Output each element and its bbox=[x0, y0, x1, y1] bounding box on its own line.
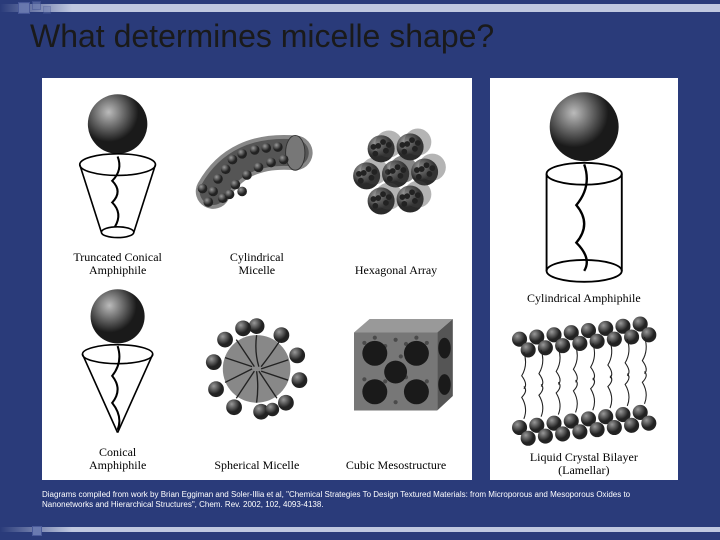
caption-hexagonal-array: Hexagonal Array bbox=[355, 264, 437, 277]
footer-accent-bar bbox=[0, 527, 720, 532]
slide-title: What determines micelle shape? bbox=[30, 18, 494, 55]
caption-spherical-micelle: Spherical Micelle bbox=[214, 459, 299, 472]
header-decorative-squares bbox=[18, 0, 51, 14]
cubic-mesostructure-icon bbox=[328, 281, 463, 457]
caption-lamellar: Liquid Crystal Bilayer(Lamellar) bbox=[530, 451, 638, 477]
caption-truncated-conical: Truncated ConicalAmphiphile bbox=[73, 251, 162, 277]
panel-cylindrical-amphiphile: Cylindrical Amphiphile bbox=[498, 86, 670, 305]
header-accent-bar bbox=[0, 4, 720, 12]
caption-cylindrical-amphiphile: Cylindrical Amphiphile bbox=[527, 292, 641, 305]
panel-spherical-micelle: Spherical Micelle bbox=[189, 281, 324, 472]
left-diagram-grid: Truncated ConicalAmphiphile bbox=[42, 78, 472, 480]
cylindrical-micelle-icon bbox=[189, 86, 324, 249]
caption-conical-amphiphile: ConicalAmphiphile bbox=[89, 446, 146, 472]
diagram-content: Truncated ConicalAmphiphile bbox=[42, 78, 678, 480]
panel-conical-amphiphile: ConicalAmphiphile bbox=[50, 281, 185, 472]
footer-decorative-square bbox=[32, 526, 42, 536]
citation-text: Diagrams compiled from work by Brian Egg… bbox=[42, 490, 678, 510]
truncated-conical-icon bbox=[50, 86, 185, 249]
caption-cylindrical-micelle: CylindricalMicelle bbox=[230, 251, 284, 277]
panel-cubic-mesostructure: Cubic Mesostructure bbox=[328, 281, 463, 472]
conical-amphiphile-icon bbox=[50, 281, 185, 444]
panel-hexagonal-array: Hexagonal Array bbox=[328, 86, 463, 277]
caption-cubic-mesostructure: Cubic Mesostructure bbox=[346, 459, 446, 472]
cylindrical-amphiphile-icon bbox=[498, 86, 670, 290]
panel-cylindrical-micelle: CylindricalMicelle bbox=[189, 86, 324, 277]
panel-truncated-conical: Truncated ConicalAmphiphile bbox=[50, 86, 185, 277]
hexagonal-array-icon bbox=[328, 86, 463, 262]
lamellar-icon bbox=[498, 309, 670, 449]
right-diagram-column: Cylindrical Amphiphile bbox=[490, 78, 678, 480]
spherical-micelle-icon bbox=[189, 281, 324, 457]
panel-lamellar: Liquid Crystal Bilayer(Lamellar) bbox=[498, 309, 670, 477]
